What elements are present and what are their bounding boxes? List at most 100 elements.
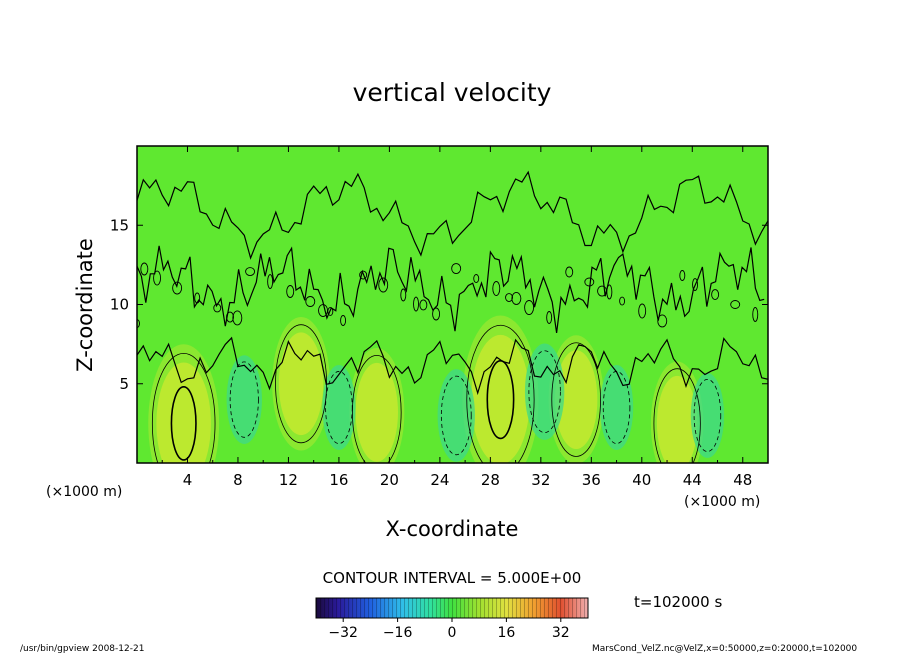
- x-tick-label: 16: [329, 471, 348, 489]
- x-tick-label: 24: [430, 471, 449, 489]
- eddy-contour: [359, 270, 368, 280]
- x-ticks: 4 8 12 16 20 24 28 32 36 40 44 48: [161, 146, 752, 489]
- eddy-contour: [451, 263, 462, 274]
- eddy-contour: [432, 307, 441, 321]
- x-tick-label: 20: [380, 471, 399, 489]
- contour-lines: [137, 170, 768, 463]
- updraft-core: [278, 332, 324, 436]
- downdraft-core: [690, 372, 725, 458]
- updraft-contour: [352, 355, 402, 463]
- updraft-core: [156, 362, 211, 463]
- eddy-contour: [232, 310, 243, 326]
- y-tick-label: 10: [110, 296, 129, 314]
- footer-right: MarsCond_VelZ.nc@VelZ,x=0:50000,z=0:2000…: [592, 644, 857, 654]
- colorbar-tick-label: 16: [497, 625, 515, 641]
- eddy-contour: [606, 284, 613, 300]
- eddy-contour: [213, 303, 222, 313]
- downdraft-core: [599, 365, 634, 451]
- x-tick-label: 8: [233, 471, 243, 489]
- y-tick-label: 5: [119, 375, 129, 393]
- eddy-contour: [752, 307, 759, 322]
- colorbar-tick-label: 32: [552, 625, 570, 641]
- updraft-contour: [151, 353, 216, 463]
- x-tick-label: 48: [733, 471, 752, 489]
- updraft-contour: [551, 342, 601, 457]
- eddy-contour: [137, 319, 140, 328]
- x-tick-label: 28: [481, 471, 500, 489]
- y-tick-label: 15: [110, 216, 129, 234]
- eddy-contour: [692, 278, 699, 291]
- eddy-contour: [638, 303, 647, 319]
- updraft-contour: [653, 368, 701, 463]
- eddy-contour: [619, 296, 626, 306]
- eddy-contour: [245, 267, 256, 276]
- updraft-contour: [466, 324, 535, 463]
- eddy-contour: [327, 307, 334, 316]
- eddy-contour: [524, 300, 535, 315]
- x-tick-label: 32: [531, 471, 550, 489]
- eddy-contour: [546, 311, 553, 324]
- eddy-contour: [153, 270, 162, 286]
- eddy-contour: [413, 296, 419, 312]
- eddy-contour: [505, 293, 513, 302]
- updraft-core: [471, 334, 530, 463]
- eddy-contour: [679, 270, 686, 281]
- eddy-contour: [267, 274, 274, 289]
- downdraft-contour: [693, 378, 722, 452]
- colorbar-tick-label: −16: [383, 625, 413, 641]
- eddy-contour: [172, 281, 183, 295]
- eddy-contour: [340, 315, 347, 326]
- eddy-contour: [378, 277, 389, 293]
- eddy-contour: [730, 300, 741, 309]
- velocity-cores: [148, 315, 725, 463]
- eddy-contour: [492, 281, 501, 296]
- eddy-contour: [305, 296, 316, 307]
- eddy-contour: [140, 262, 149, 276]
- updraft-core: [554, 350, 598, 450]
- eddy-contour: [711, 289, 720, 300]
- updraft-core: [656, 375, 698, 463]
- downdraft-core: [322, 365, 356, 451]
- y-axis-label: Z-coordinate: [73, 238, 97, 372]
- x-tick-label: 40: [632, 471, 651, 489]
- downdraft-core: [524, 343, 565, 440]
- colorbar: −32 −16 0 16 32: [315, 597, 589, 641]
- downdraft-contour: [229, 361, 259, 438]
- eddy-contour: [194, 292, 201, 304]
- eddy-contour: [473, 274, 480, 283]
- x-tick-label: 36: [582, 471, 601, 489]
- updraft-core: [355, 362, 398, 462]
- zero-contour-top: [137, 170, 768, 260]
- downdraft-core: [437, 369, 475, 462]
- eddy-contour: [584, 277, 595, 287]
- colorbar-tick-label: −32: [328, 625, 358, 641]
- footer-left: /usr/bin/gpview 2008-12-21: [20, 644, 144, 654]
- colorbar-ticks: −32 −16 0 16 32: [328, 618, 570, 641]
- x-unit-label-right: (×1000 m): [684, 494, 760, 510]
- contour-interval-label: CONTOUR INTERVAL = 5.000E+00: [323, 569, 582, 587]
- updraft-contour-inner: [170, 386, 197, 461]
- downdraft-contour: [528, 350, 561, 434]
- colorbar-tick-label: 0: [448, 625, 457, 641]
- eddy-contour: [511, 292, 522, 305]
- y-ticks: 5 10 15: [110, 216, 768, 393]
- x-tick-label: 44: [683, 471, 702, 489]
- eddy-contour: [400, 288, 407, 302]
- updraft-contour-inner: [486, 359, 515, 440]
- downdraft-contour: [325, 371, 353, 445]
- x-tick-label: 4: [183, 471, 193, 489]
- eddy-contour: [419, 299, 428, 311]
- eddy-contour: [657, 314, 668, 328]
- x-axis-label: X-coordinate: [386, 517, 519, 541]
- eddy-contour: [286, 285, 295, 298]
- eddy-contour: [565, 266, 574, 278]
- zero-contour-upper: [137, 245, 765, 333]
- zero-contour-lower: [137, 336, 768, 396]
- x-tick-label: 12: [279, 471, 298, 489]
- downdraft-contour: [440, 375, 472, 456]
- chart-title: vertical velocity: [353, 78, 552, 107]
- x-unit-label-left: (×1000 m): [46, 484, 122, 500]
- colorbar-stripes: [316, 598, 588, 618]
